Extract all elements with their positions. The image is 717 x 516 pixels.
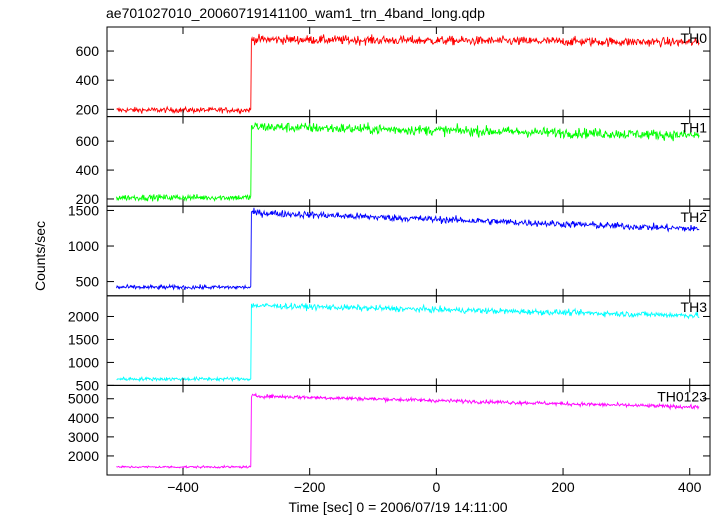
y-tick-label: 5000 bbox=[68, 391, 99, 407]
panel-th1: 200 400 600 TH1 bbox=[76, 116, 711, 207]
y-tick-label: 1000 bbox=[68, 354, 99, 370]
panel-th2: 500 1000 1500 TH2 bbox=[68, 202, 711, 297]
x-tick-label: −400 bbox=[167, 479, 199, 495]
series-line-th2 bbox=[116, 207, 700, 291]
panel-label: TH0 bbox=[681, 30, 708, 46]
y-tick-label: 600 bbox=[76, 43, 100, 59]
x-axis-label: Time [sec] 0 = 2006/07/19 14:11:00 bbox=[288, 499, 507, 515]
y-tick-label: 500 bbox=[76, 377, 100, 393]
x-tick-label: 200 bbox=[551, 479, 575, 495]
y-tick-label: 1000 bbox=[68, 238, 99, 254]
chart-title: ae701027010_20060719141100_wam1_trn_4ban… bbox=[106, 5, 485, 21]
y-tick-label: 500 bbox=[76, 274, 100, 290]
series-line-th0 bbox=[116, 33, 700, 115]
panel-label: TH2 bbox=[681, 209, 708, 225]
series-line-th1 bbox=[116, 121, 700, 202]
y-tick-label: 600 bbox=[76, 133, 100, 149]
series-line-th0123 bbox=[116, 392, 700, 469]
series-line-th3 bbox=[116, 302, 700, 383]
x-tick-label: −200 bbox=[294, 479, 326, 495]
y-tick-label: 2000 bbox=[68, 308, 99, 324]
panel-th3: 500 1000 1500 2000 TH3 bbox=[68, 295, 711, 393]
panel-th0: 200 400 600 TH0 bbox=[76, 26, 711, 117]
y-axis-label: Counts/sec bbox=[32, 221, 48, 291]
y-tick-label: 400 bbox=[76, 72, 100, 88]
y-tick-label: 400 bbox=[76, 162, 100, 178]
y-tick-label: 200 bbox=[76, 191, 100, 207]
x-tick-label: 0 bbox=[432, 479, 440, 495]
y-tick-label: 3000 bbox=[68, 429, 99, 445]
y-tick-label: 1500 bbox=[68, 331, 99, 347]
x-tick-label: 400 bbox=[678, 479, 702, 495]
panel-label: TH0123 bbox=[657, 388, 707, 404]
y-tick-label: 200 bbox=[76, 101, 100, 117]
panel-th0123: 2000 3000 4000 5000 TH0123 bbox=[68, 384, 711, 476]
panel-frame bbox=[106, 384, 711, 476]
panel-frame bbox=[106, 295, 711, 386]
y-tick-label: 4000 bbox=[68, 410, 99, 426]
panel-label: TH1 bbox=[681, 120, 708, 136]
y-tick-label: 2000 bbox=[68, 448, 99, 464]
panel-label: TH3 bbox=[681, 299, 708, 315]
y-tick-label: 1500 bbox=[68, 202, 99, 218]
